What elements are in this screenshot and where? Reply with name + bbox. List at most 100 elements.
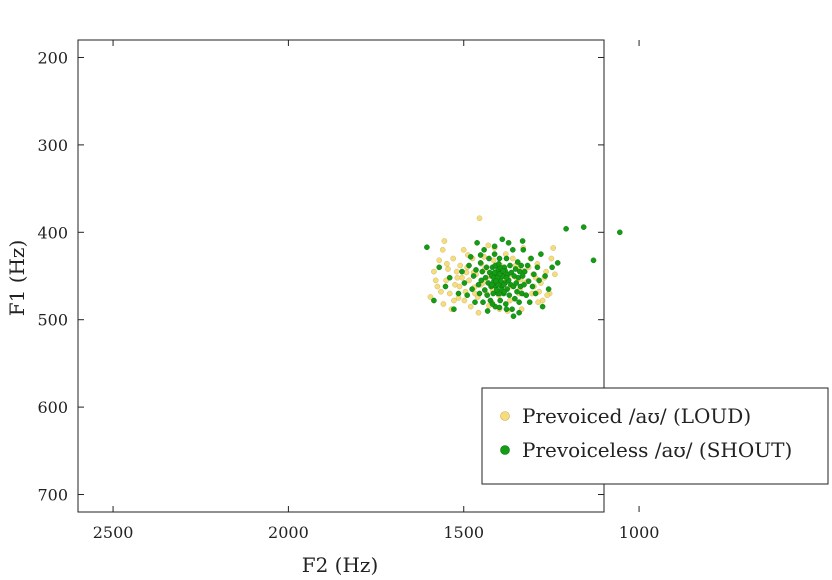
data-point-prevoiceless xyxy=(442,283,449,290)
data-point-prevoiceless xyxy=(590,257,597,264)
data-point-prevoiceless xyxy=(473,267,479,273)
data-point-prevoiced xyxy=(463,269,470,276)
data-point-prevoiceless xyxy=(479,268,486,275)
legend: Prevoiced /aʊ/ (LOUD) Prevoiceless /aʊ/ … xyxy=(481,387,829,485)
data-point-prevoiceless xyxy=(549,264,555,271)
data-point-prevoiceless xyxy=(516,309,522,316)
data-point-prevoiced xyxy=(450,255,457,262)
data-point-prevoiced xyxy=(427,294,434,300)
data-point-prevoiceless xyxy=(484,292,491,299)
data-point-prevoiceless xyxy=(500,267,506,274)
y-axis: 200 300 400 500 600 700 xyxy=(37,48,604,505)
y-tick-label: 600 xyxy=(37,398,68,417)
data-point-prevoiceless xyxy=(470,273,477,279)
y-tick-label: 200 xyxy=(37,48,68,67)
data-point-prevoiceless xyxy=(493,278,499,285)
data-point-prevoiceless xyxy=(538,251,544,257)
data-point-prevoiceless xyxy=(495,260,502,267)
data-point-prevoiceless xyxy=(477,252,484,258)
data-point-prevoiceless xyxy=(481,287,488,293)
data-point-prevoiceless xyxy=(509,246,516,253)
data-point-prevoiceless xyxy=(512,295,518,302)
data-point-prevoiceless xyxy=(521,281,527,288)
data-point-prevoiceless xyxy=(424,244,430,250)
data-point-prevoiceless xyxy=(502,301,509,307)
data-point-prevoiceless xyxy=(505,239,512,246)
data-point-prevoiceless xyxy=(525,278,532,285)
x-axis: 2500 2000 1500 1000 xyxy=(93,40,659,542)
data-point-prevoiceless xyxy=(513,280,520,286)
data-point-prevoiceless xyxy=(516,299,522,306)
x-tick-label: 1500 xyxy=(443,523,484,542)
data-point-prevoiceless xyxy=(534,264,541,271)
series-1 xyxy=(424,224,623,320)
data-point-prevoiceless xyxy=(482,274,489,281)
data-point-prevoiceless xyxy=(536,277,542,284)
data-point-prevoiced xyxy=(454,274,461,281)
data-point-prevoiced xyxy=(476,215,483,222)
data-point-prevoiced xyxy=(509,255,516,262)
data-point-prevoiced xyxy=(550,245,557,251)
data-point-prevoiceless xyxy=(524,262,531,269)
data-point-prevoiceless xyxy=(446,274,453,281)
x-axis-label: F2 (Hz) xyxy=(302,553,379,577)
data-point-prevoiced xyxy=(548,255,555,262)
data-point-prevoiced xyxy=(466,277,472,284)
data-point-prevoiceless xyxy=(491,243,498,250)
data-point-prevoiceless xyxy=(455,290,462,297)
data-point-prevoiced xyxy=(441,238,448,244)
data-point-prevoiced xyxy=(445,266,451,272)
data-point-prevoiceless xyxy=(506,292,513,299)
data-point-prevoiceless xyxy=(521,268,528,275)
data-point-prevoiceless xyxy=(500,281,507,288)
x-tick-label: 2000 xyxy=(268,523,309,542)
data-point-prevoiced xyxy=(457,262,464,269)
data-point-prevoiced xyxy=(535,299,541,306)
data-point-prevoiceless xyxy=(491,269,498,276)
data-point-prevoiced xyxy=(444,260,450,267)
data-point-prevoiceless xyxy=(529,283,536,290)
legend-label-prevoiceless: Prevoiceless /aʊ/ (SHOUT) xyxy=(522,438,792,462)
data-point-prevoiced xyxy=(475,309,482,316)
data-point-prevoiceless xyxy=(514,288,520,295)
data-point-prevoiceless xyxy=(472,299,478,306)
data-point-prevoiced xyxy=(552,271,558,278)
data-point-prevoiced xyxy=(440,301,447,307)
data-point-prevoiceless xyxy=(466,262,472,269)
data-point-prevoiced xyxy=(446,290,453,297)
data-point-prevoiceless xyxy=(554,260,561,266)
data-point-prevoiced xyxy=(439,246,446,253)
data-point-prevoiceless xyxy=(467,253,474,260)
data-point-prevoiceless xyxy=(476,290,483,297)
data-point-prevoiced xyxy=(507,297,513,304)
data-point-prevoiceless xyxy=(477,260,484,266)
plot-frame xyxy=(77,39,605,513)
data-point-prevoiceless xyxy=(478,277,485,284)
data-point-prevoiced xyxy=(453,268,460,275)
data-point-prevoiceless xyxy=(436,264,443,271)
data-point-prevoiceless xyxy=(451,306,457,313)
data-point-prevoiceless xyxy=(483,264,490,271)
data-point-prevoiceless xyxy=(519,238,526,244)
data-point-prevoiceless xyxy=(509,306,515,313)
data-point-prevoiceless xyxy=(510,313,517,320)
data-point-prevoiceless xyxy=(520,246,527,253)
data-point-prevoiced xyxy=(432,277,439,284)
data-point-prevoiceless xyxy=(497,297,504,304)
data-point-prevoiceless xyxy=(480,299,486,306)
legend-label-prevoiced: Prevoiced /aʊ/ (LOUD) xyxy=(522,404,751,428)
data-point-prevoiceless xyxy=(469,286,475,292)
data-point-prevoiceless xyxy=(531,271,537,278)
data-point-prevoiceless xyxy=(518,262,525,269)
data-point-prevoiceless xyxy=(503,274,510,281)
data-point-prevoiceless xyxy=(461,280,468,286)
data-point-prevoiceless xyxy=(503,255,510,262)
data-point-prevoiceless xyxy=(526,299,533,306)
y-tick-label: 400 xyxy=(37,223,68,242)
data-point-prevoiced xyxy=(436,257,443,264)
data-point-prevoiceless xyxy=(532,290,539,297)
data-point-prevoiceless xyxy=(496,304,503,311)
data-point-prevoiceless xyxy=(563,225,569,232)
data-point-prevoiceless xyxy=(539,303,546,310)
data-point-prevoiceless xyxy=(507,262,513,269)
